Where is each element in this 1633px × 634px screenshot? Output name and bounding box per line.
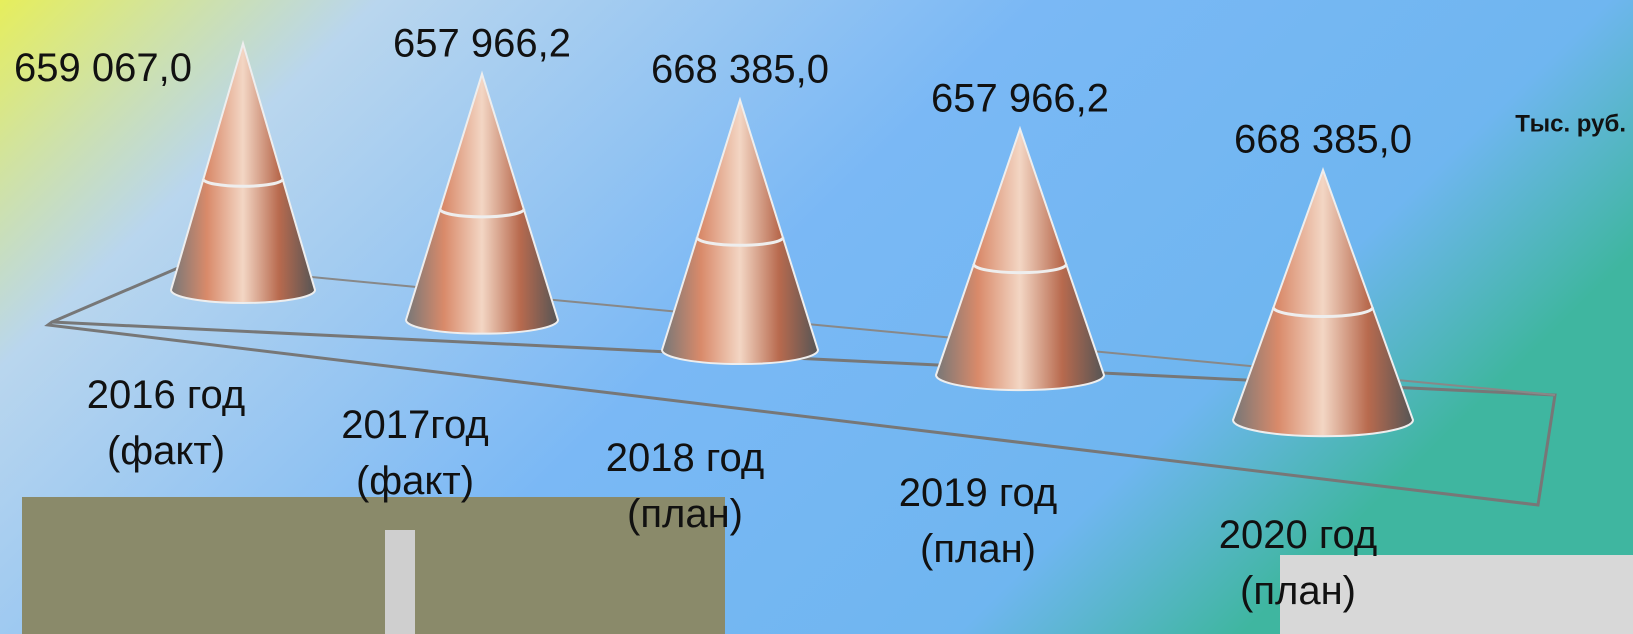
cone-body bbox=[1231, 167, 1415, 438]
category-line: (факт) bbox=[356, 459, 474, 503]
category-line: 2016 год bbox=[87, 373, 246, 417]
cone bbox=[1231, 167, 1415, 438]
photo-detail bbox=[385, 530, 415, 634]
category-line: 2018 год bbox=[606, 436, 765, 480]
category-line: 2019 год bbox=[899, 471, 1058, 515]
category-line: (план) bbox=[627, 492, 743, 536]
category-label: 2017год (факт) bbox=[341, 403, 488, 503]
cone bbox=[404, 70, 560, 335]
category-label: 2018 год (план) bbox=[606, 436, 765, 536]
category-line: (план) bbox=[920, 527, 1036, 571]
value-label: 657 966,2 bbox=[931, 76, 1109, 120]
value-label: 668 385,0 bbox=[651, 48, 829, 92]
category-label: 2020 год (план) bbox=[1219, 513, 1378, 613]
unit-label: Тыс. руб. bbox=[1515, 110, 1626, 137]
cone-band bbox=[1272, 307, 1374, 318]
cone-band bbox=[438, 208, 526, 219]
photo bbox=[22, 497, 725, 634]
value-label: 668 385,0 bbox=[1234, 118, 1412, 162]
photo bbox=[1280, 555, 1633, 634]
cone-body bbox=[169, 39, 317, 304]
cone-body bbox=[660, 96, 820, 366]
cone-body bbox=[934, 125, 1106, 392]
category-line: 2017год bbox=[341, 403, 488, 447]
cone-band bbox=[972, 263, 1068, 275]
value-label: 659 067,0 bbox=[14, 46, 192, 90]
cone-body bbox=[404, 70, 560, 335]
category-label: 2019 год (план) bbox=[899, 471, 1058, 571]
cone-band bbox=[201, 178, 285, 188]
floor-edge bbox=[51, 263, 186, 324]
category-line: 2020 год bbox=[1219, 513, 1378, 557]
cone bbox=[660, 96, 820, 366]
category-line: (план) bbox=[1240, 569, 1356, 613]
category-label: 2016 год (факт) bbox=[87, 373, 246, 473]
cone bbox=[934, 125, 1106, 392]
category-line: (факт) bbox=[107, 429, 225, 473]
cone bbox=[169, 39, 317, 304]
cone-band bbox=[695, 237, 785, 247]
value-label: 657 966,2 bbox=[393, 21, 571, 65]
